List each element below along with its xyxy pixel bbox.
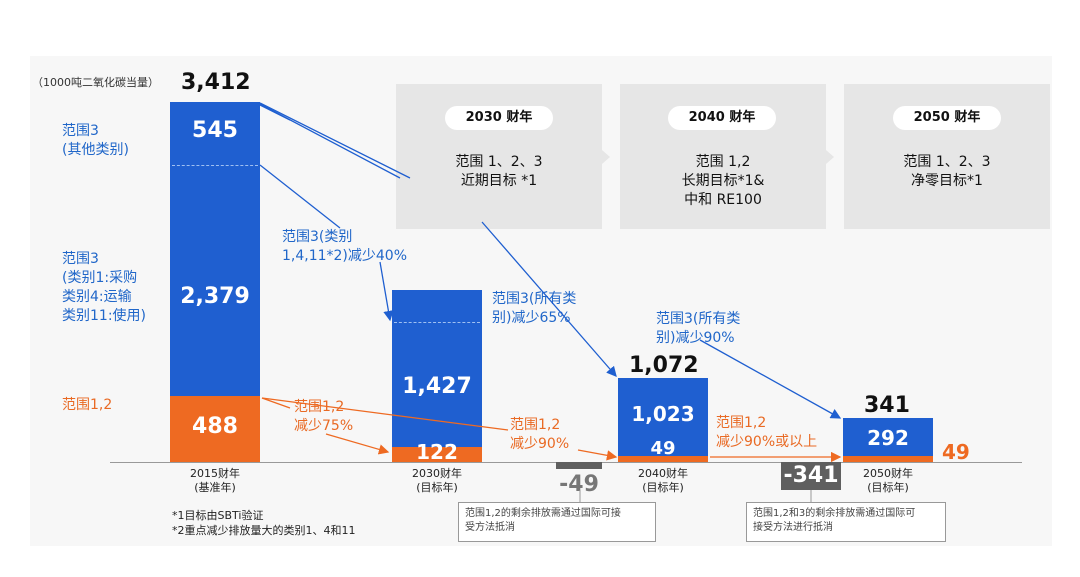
- annotation-scope3-40: 范围3(类别 1,4,11*2)减少40%: [282, 229, 408, 264]
- chevron-right-icon: [826, 150, 834, 164]
- arrow-scope3-2015-2040: [259, 103, 616, 376]
- label-scope12: 范围1,2: [62, 397, 113, 413]
- footnote-2: *2重点减少排放量大的类别1、4和11: [172, 524, 356, 537]
- total-2040: 1,072: [629, 353, 699, 378]
- offset-bar-2050: [781, 462, 841, 490]
- value-2015-scope3-main: 2,379: [180, 284, 250, 309]
- arrow-scope12-2015-2030: [261, 397, 388, 452]
- offset-note-2050: 范围1,2和3的剩余排放需通过国际可 接受方法进行抵消: [746, 502, 946, 542]
- bar-2015-scope12: [170, 396, 260, 462]
- bar-2050-scope3: [843, 418, 933, 456]
- bar-2050-scope12: [843, 456, 933, 462]
- label-scope3-main: 范围3 (类别1:采购 类别4:运输 类别11:使用): [62, 251, 146, 324]
- value-2050-scope12: 49: [942, 440, 970, 464]
- annotation-scope12-75: 范围1,2 减少75%: [294, 399, 354, 434]
- target-year-2040: 2040 财年: [668, 106, 776, 130]
- target-year-2050: 2050 财年: [893, 106, 1001, 130]
- annotation-scope3-90: 范围3(所有类 别)减少90%: [656, 311, 741, 346]
- value-2050-scope3: 292: [867, 426, 909, 450]
- target-text-2040: 范围 1,2 长期目标*1& 中和 RE100: [681, 154, 765, 208]
- value-2030-scope3: 1,427: [402, 374, 472, 399]
- arrow-scope3-2015-2030: [259, 164, 390, 320]
- chevron-right-icon: [602, 150, 610, 164]
- bar-2040-scope12: [618, 456, 708, 462]
- bar-2040-scope3: [618, 378, 708, 456]
- arrow-scope3-2015-2050: [259, 102, 840, 418]
- target-text-2050: 范围 1、2、3 净零目标*1: [903, 154, 991, 189]
- offset-value-2050: -341: [783, 463, 839, 488]
- divider-2015: [172, 165, 258, 166]
- bar-2030-scope12: [392, 447, 482, 462]
- value-2015-scope3-other: 545: [192, 118, 238, 143]
- x-label-2015: 2015财年 (基准年): [190, 467, 240, 494]
- bar-2015-scope3: [170, 102, 260, 396]
- value-2040-scope12: 49: [650, 438, 676, 459]
- value-2030-scope12: 122: [416, 440, 458, 464]
- target-text-2030: 范围 1、2、3 近期目标 *1: [455, 154, 543, 189]
- value-2015-scope12: 488: [192, 414, 238, 439]
- offset-note-2040: 范围1,2的剩余排放需通过国际可接 受方法抵消: [458, 502, 656, 542]
- x-label-2030: 2030财年 (目标年): [412, 467, 462, 494]
- divider-2030: [394, 322, 480, 323]
- x-label-2040: 2040财年 (目标年): [638, 467, 688, 494]
- arrow-scope12-2015-2040: [261, 397, 616, 457]
- footnote-1: *1目标由SBTi验证: [172, 509, 264, 522]
- total-2050: 341: [864, 393, 910, 418]
- annotation-scope12-90plus: 范围1,2 减少90%或以上: [716, 415, 818, 450]
- label-scope3-other: 范围3 (其他类别): [62, 123, 129, 158]
- total-2015: 3,412: [181, 70, 251, 95]
- unit-label: （1000吨二氧化碳当量）: [32, 76, 159, 89]
- x-label-2050: 2050财年 (目标年): [863, 467, 913, 494]
- value-2040-scope3: 1,023: [631, 402, 695, 426]
- offset-bar-2040: [556, 462, 602, 469]
- annotation-scope3-65: 范围3(所有类 别)减少65%: [492, 291, 577, 326]
- target-year-2030: 2030 财年: [445, 106, 553, 130]
- annotation-scope12-90: 范围1,2 减少90%: [510, 417, 570, 452]
- offset-value-2040: -49: [559, 472, 599, 497]
